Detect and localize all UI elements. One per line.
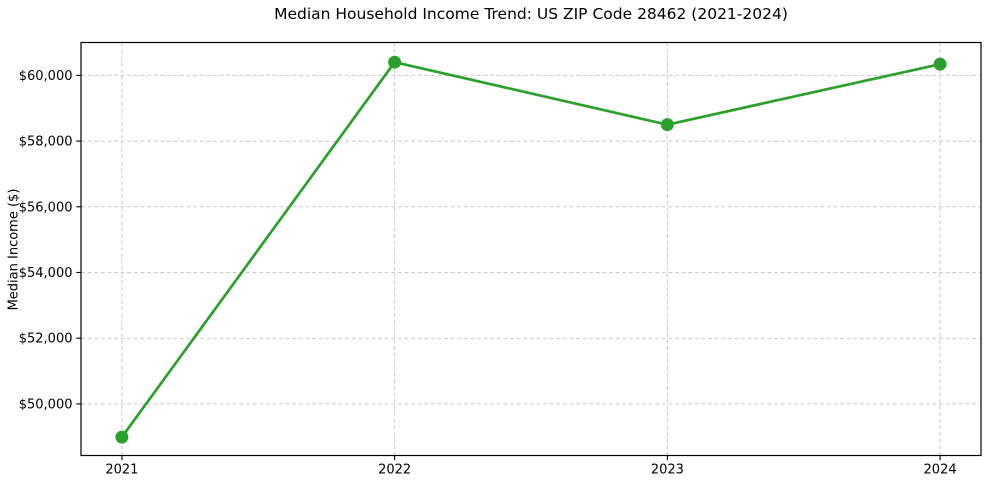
chart-title: Median Household Income Trend: US ZIP Co… — [274, 5, 788, 23]
data-point-2021 — [115, 430, 129, 444]
x-tick-label: 2021 — [105, 463, 138, 478]
x-tick-label: 2022 — [378, 463, 411, 478]
x-tick-label: 2024 — [924, 463, 957, 478]
y-tick-label: $52,000 — [19, 332, 73, 347]
trend-line — [120, 60, 942, 439]
plot-border — [80, 41, 982, 457]
data-point-2022 — [388, 55, 402, 69]
y-tick-label: $56,000 — [19, 200, 73, 215]
y-tick-label: $50,000 — [19, 397, 73, 412]
data-point-2023 — [660, 118, 674, 132]
data-point-2024 — [933, 57, 947, 71]
x-tick-label: 2023 — [651, 463, 684, 478]
y-tick-label: $58,000 — [19, 135, 73, 150]
y-tick-label: $60,000 — [19, 69, 73, 84]
y-tick-label: $54,000 — [19, 266, 73, 281]
